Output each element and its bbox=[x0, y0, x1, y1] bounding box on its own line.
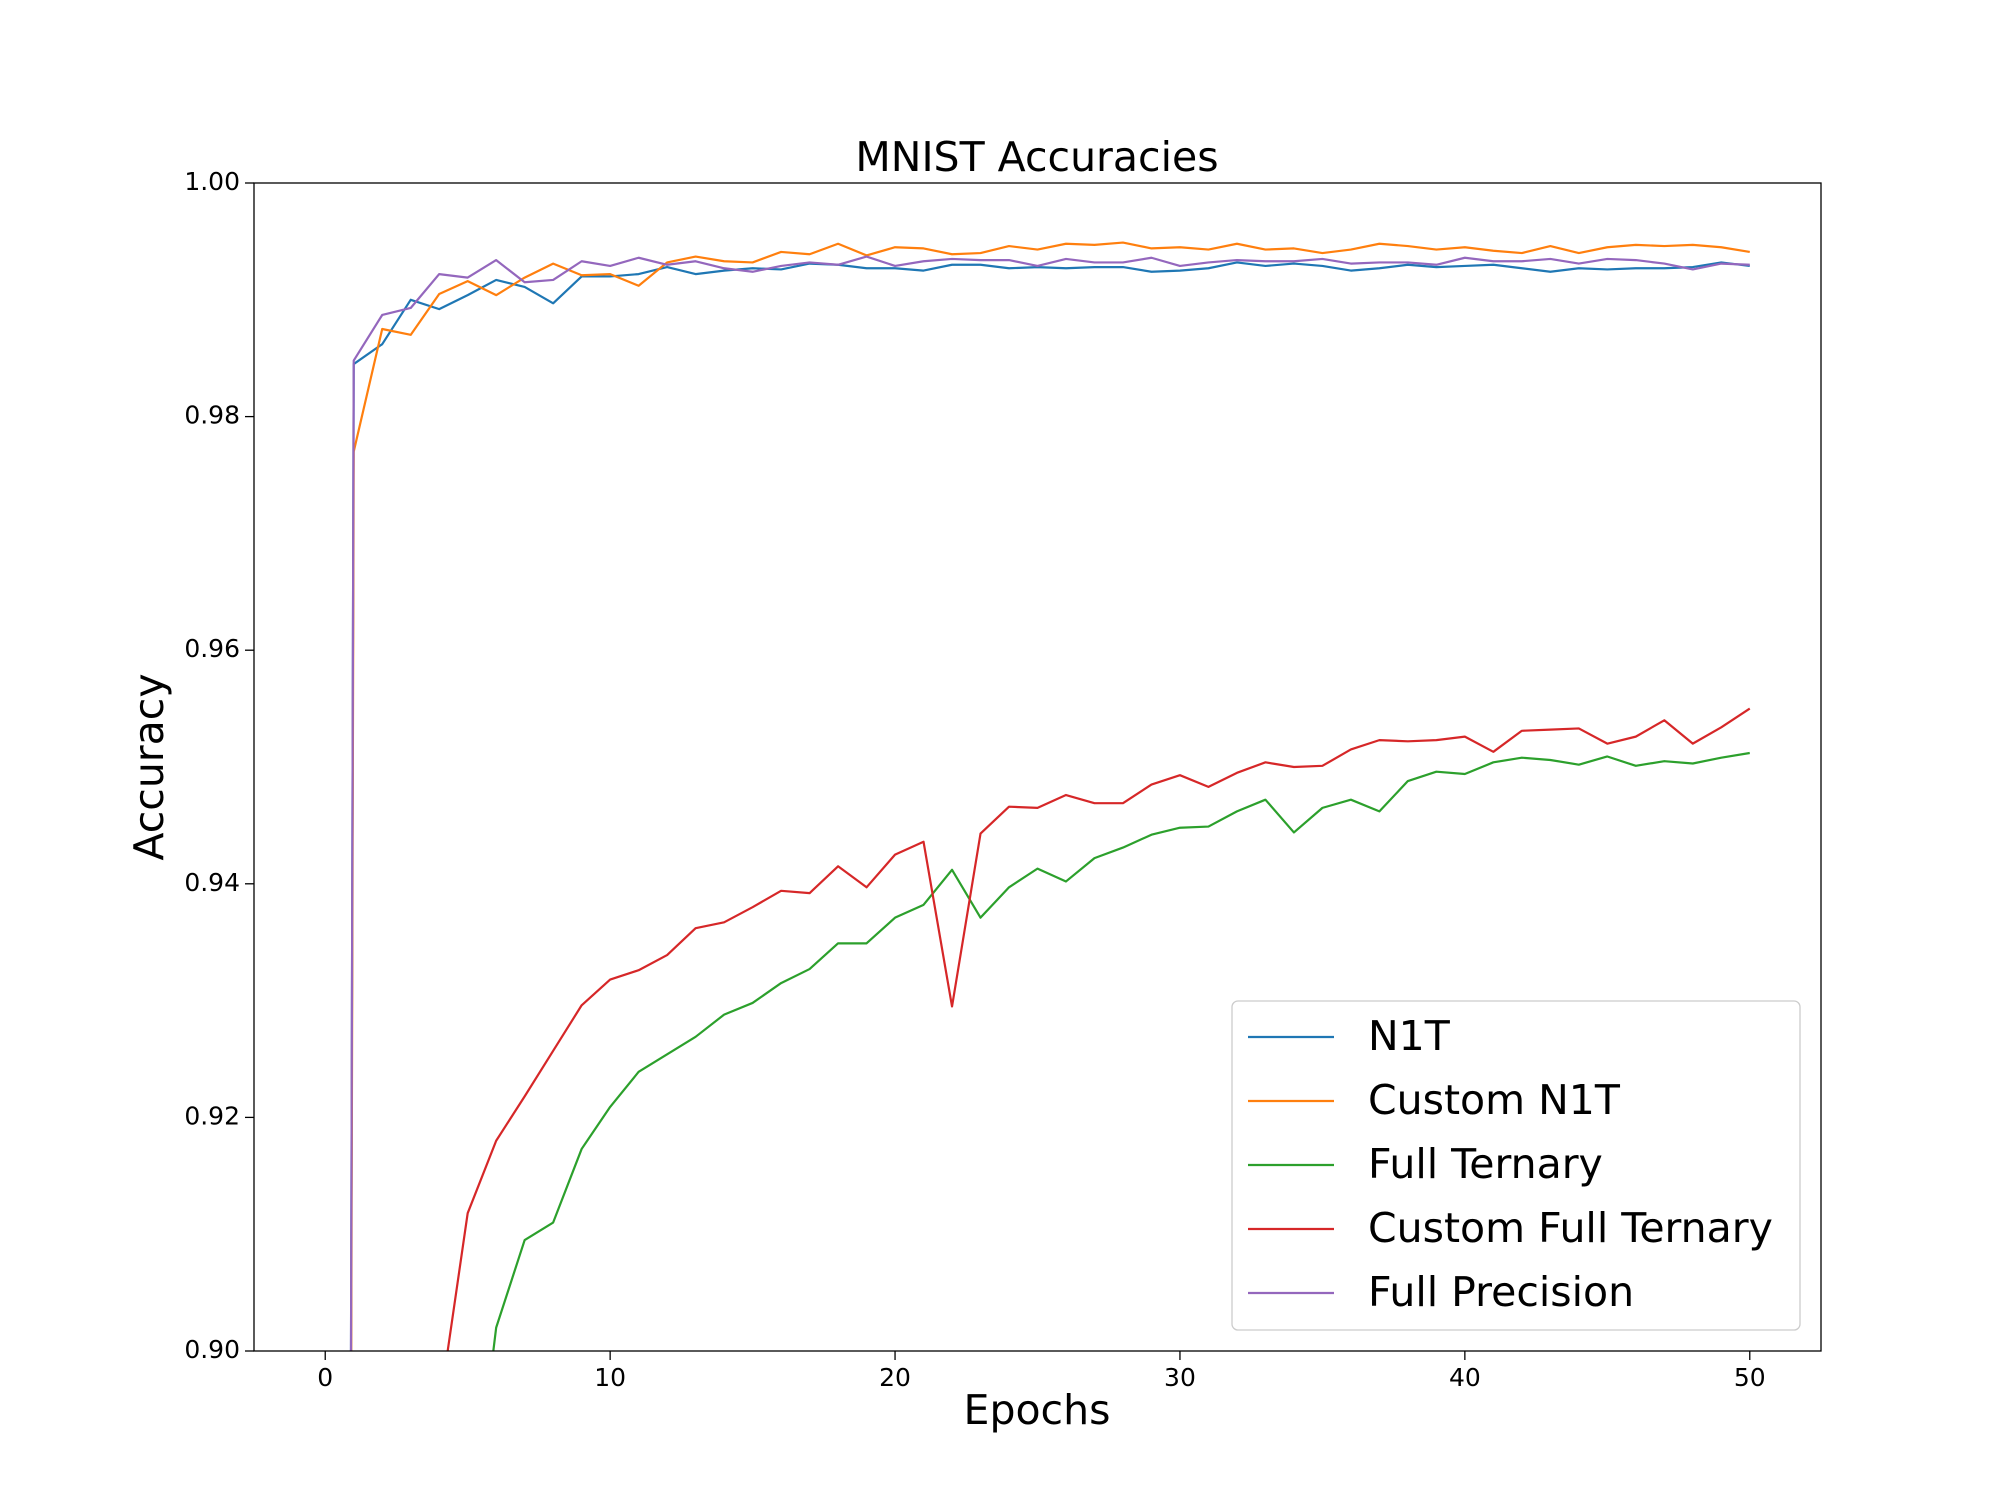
x-tick-label: 30 bbox=[1164, 1363, 1196, 1392]
line-series bbox=[350, 241, 1750, 1351]
legend-label: Custom Full Ternary bbox=[1368, 1204, 1773, 1252]
y-tick-label: 0.94 bbox=[184, 868, 240, 897]
line-series bbox=[349, 261, 1750, 1351]
x-axis-label: Epochs bbox=[964, 1386, 1111, 1434]
y-tick-label: 0.96 bbox=[184, 634, 240, 663]
plot-frame bbox=[253, 182, 1822, 1352]
legend-box bbox=[1231, 1000, 1801, 1331]
chart-title: MNIST Accuracies bbox=[855, 133, 1218, 181]
y-axis-label: Accuracy bbox=[125, 673, 173, 860]
x-tick-label: 10 bbox=[594, 1363, 626, 1392]
legend-label: N1T bbox=[1368, 1012, 1451, 1060]
line-series bbox=[446, 707, 1751, 1351]
y-tick-label: 1.00 bbox=[184, 167, 240, 196]
plot-area bbox=[349, 241, 1751, 1351]
line-series bbox=[492, 751, 1750, 1351]
legend-label: Custom N1T bbox=[1368, 1076, 1621, 1124]
line-series bbox=[349, 255, 1750, 1351]
x-tick-label: 0 bbox=[317, 1363, 333, 1392]
legend-label: Full Precision bbox=[1368, 1268, 1634, 1316]
y-tick-label: 0.98 bbox=[184, 401, 240, 430]
x-tick-label: 40 bbox=[1449, 1363, 1481, 1392]
y-tick-label: 0.92 bbox=[184, 1101, 240, 1130]
legend: N1T Custom N1T Full Ternary Custom Full Ter… bbox=[1231, 1000, 1801, 1331]
legend-label: Full Ternary bbox=[1368, 1140, 1603, 1188]
x-tick-label: 50 bbox=[1734, 1363, 1766, 1392]
x-tick-label: 20 bbox=[879, 1363, 911, 1392]
y-tick-label: 0.90 bbox=[184, 1335, 240, 1364]
